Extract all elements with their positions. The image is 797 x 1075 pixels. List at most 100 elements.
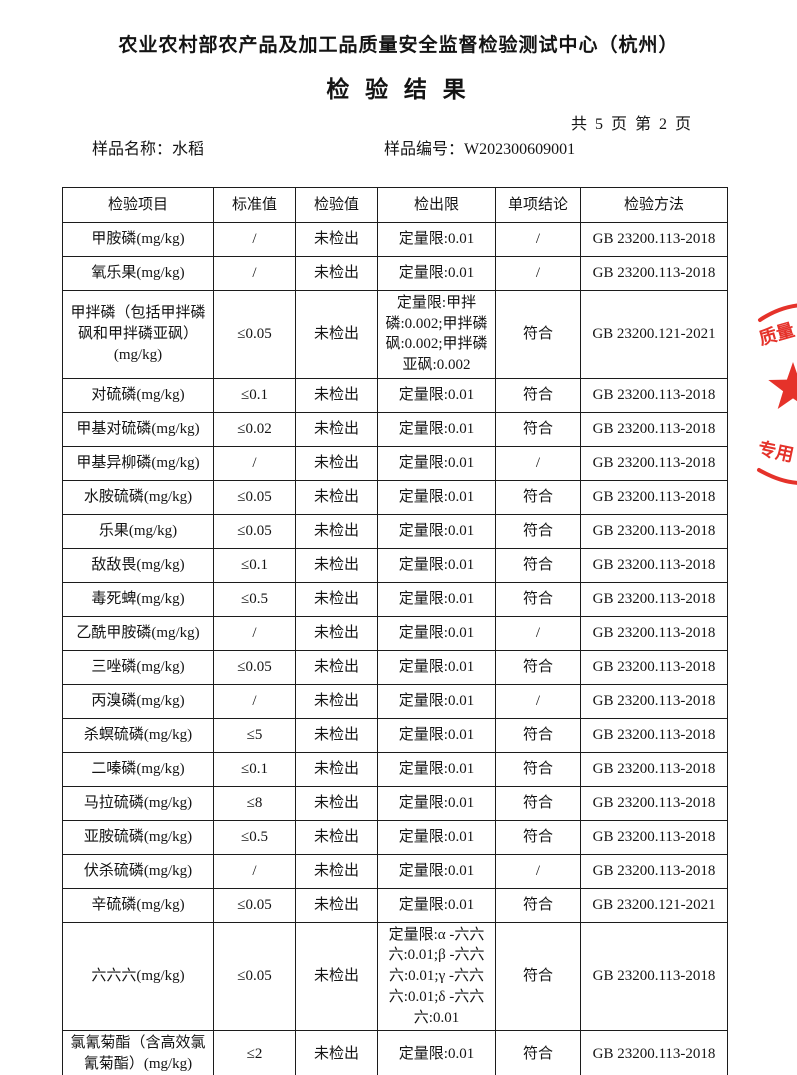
table-cell: 定量限:α -六六六:0.01;β -六六六:0.01;γ -六六六:0.01;… <box>377 921 496 1032</box>
table-cell: GB 23200.113-2018 <box>580 785 728 821</box>
table-cell: 伏杀硫磷(mg/kg) <box>62 853 214 889</box>
sample-number: 样品编号：W202300609001 <box>384 135 575 159</box>
table-cell: 符合 <box>495 513 581 549</box>
table-cell: / <box>213 615 296 651</box>
table-cell: 马拉硫磷(mg/kg) <box>62 785 214 821</box>
column-header: 检验值 <box>295 187 378 223</box>
table-cell: / <box>213 222 296 257</box>
sample-name-value: 水稻 <box>172 141 205 158</box>
table-cell: 符合 <box>495 290 581 379</box>
seal-star-icon <box>768 362 797 409</box>
table-row: 乐果(mg/kg) ≤0.05 未检出 定量限:0.01 符合 GB 23200.113-… <box>62 513 728 549</box>
table-cell: 未检出 <box>295 513 378 549</box>
table-cell: 辛硫磷(mg/kg) <box>62 887 214 923</box>
table-cell: GB 23200.113-2018 <box>580 222 728 257</box>
table-cell: 未检出 <box>295 887 378 923</box>
table-cell: ≤0.1 <box>213 547 296 583</box>
table-body: 甲胺磷(mg/kg) / 未检出 定量限:0.01/GB 23200.113-2018… <box>62 222 728 1075</box>
table-cell: GB 23200.113-2018 <box>580 615 728 651</box>
table-cell: 杀螟硫磷(mg/kg) <box>62 717 214 753</box>
table-cell: 毒死蜱(mg/kg) <box>62 581 214 617</box>
table-cell: 未检出 <box>295 649 378 685</box>
table-cell: 定量限:甲拌磷:0.002;甲拌磷砜:0.002;甲拌磷亚砜:0.002 <box>377 290 496 379</box>
table-cell: 未检出 <box>295 853 378 889</box>
table-cell: 定量限:0.01 <box>377 479 496 515</box>
table-cell: 定量限:0.01 <box>377 411 496 447</box>
table-cell: / <box>495 853 581 889</box>
table-cell: 未检出 <box>295 819 378 855</box>
results-table: 检验项目 标准值 检验值 检出限 单项结论 检验方法 甲胺磷(mg/kg) / 未检出 定量限:… <box>62 187 728 1075</box>
table-cell: GB 23200.113-2018 <box>580 1030 728 1075</box>
table-cell: 未检出 <box>295 256 378 291</box>
table-cell: 未检出 <box>295 785 378 821</box>
table-cell: 亚胺硫磷(mg/kg) <box>62 819 214 855</box>
table-cell: 定量限:0.01 <box>377 683 496 719</box>
table-cell: 定量限:0.01 <box>377 256 496 291</box>
table-cell: 未检出 <box>295 581 378 617</box>
table-cell: 定量限:0.01 <box>377 785 496 821</box>
table-row: 六六六(mg/kg) ≤0.05 未检出 定量限:α -六六六:0.01;β -六六六… <box>62 921 728 1032</box>
table-cell: GB 23200.113-2018 <box>580 751 728 787</box>
table-cell: GB 23200.113-2018 <box>580 547 728 583</box>
table-row: 丙溴磷(mg/kg) / 未检出 定量限:0.01/GB 23200.113-2018 <box>62 683 728 719</box>
table-cell: 未检出 <box>295 683 378 719</box>
seal-bottom-arc <box>757 468 797 485</box>
table-cell: GB 23200.113-2018 <box>580 513 728 549</box>
table-cell: ≤5 <box>213 717 296 753</box>
table-cell: 二嗪磷(mg/kg) <box>62 751 214 787</box>
table-cell: GB 23200.113-2018 <box>580 377 728 413</box>
table-cell: 符合 <box>495 411 581 447</box>
table-cell: 乐果(mg/kg) <box>62 513 214 549</box>
table-row: 马拉硫磷(mg/kg) ≤8 未检出 定量限:0.01 符合 GB 23200.113-2… <box>62 785 728 821</box>
table-cell: 甲胺磷(mg/kg) <box>62 222 214 257</box>
table-row: 氯氰菊酯（含高效氯氰菊酯）(mg/kg) ≤2 未检出 定量限:0.01 符合 GB 23… <box>62 1030 728 1075</box>
table-cell: 符合 <box>495 649 581 685</box>
table-cell: / <box>495 683 581 719</box>
table-cell: 符合 <box>495 1030 581 1075</box>
table-row: 杀螟硫磷(mg/kg) ≤5 未检出 定量限:0.01 符合 GB 23200.113-2… <box>62 717 728 753</box>
column-header: 检验方法 <box>580 187 728 223</box>
table-cell: 未检出 <box>295 479 378 515</box>
table-cell: / <box>213 445 296 481</box>
table-cell: 定量限:0.01 <box>377 581 496 617</box>
table-cell: 未检出 <box>295 290 378 379</box>
table-cell: GB 23200.113-2018 <box>580 411 728 447</box>
table-cell: 定量限:0.01 <box>377 445 496 481</box>
table-cell: 敌敌畏(mg/kg) <box>62 547 214 583</box>
table-cell: 未检出 <box>295 547 378 583</box>
table-cell: 定量限:0.01 <box>377 751 496 787</box>
table-cell: 符合 <box>495 377 581 413</box>
table-cell: 定量限:0.01 <box>377 222 496 257</box>
table-cell: 符合 <box>495 479 581 515</box>
table-cell: 未检出 <box>295 411 378 447</box>
table-cell: ≤2 <box>213 1030 296 1075</box>
table-cell: GB 23200.113-2018 <box>580 649 728 685</box>
table-cell: 氧乐果(mg/kg) <box>62 256 214 291</box>
table-cell: 未检出 <box>295 222 378 257</box>
table-cell: 未检出 <box>295 615 378 651</box>
table-cell: 未检出 <box>295 751 378 787</box>
table-cell: 甲拌磷（包括甲拌磷砜和甲拌磷亚砜）(mg/kg) <box>62 290 214 379</box>
table-cell: / <box>213 853 296 889</box>
table-cell: 定量限:0.01 <box>377 547 496 583</box>
table-cell: ≤0.02 <box>213 411 296 447</box>
table-cell: GB 23200.113-2018 <box>580 853 728 889</box>
seal-upper-text: 质量 <box>756 319 796 349</box>
table-cell: GB 23200.121-2021 <box>580 887 728 923</box>
table-cell: GB 23200.113-2018 <box>580 819 728 855</box>
table-row: 水胺硫磷(mg/kg) ≤0.05 未检出 定量限:0.01 符合 GB 23200.11… <box>62 479 728 515</box>
table-cell: 六六六(mg/kg) <box>62 921 214 1032</box>
table-row: 亚胺硫磷(mg/kg) ≤0.5 未检出 定量限:0.01 符合 GB 23200.113… <box>62 819 728 855</box>
table-cell: 定量限:0.01 <box>377 819 496 855</box>
table-cell: 定量限:0.01 <box>377 853 496 889</box>
table-cell: ≤0.05 <box>213 921 296 1032</box>
table-row: 三唑磷(mg/kg) ≤0.05 未检出 定量限:0.01 符合 GB 23200.113… <box>62 649 728 685</box>
table-cell: 定量限:0.01 <box>377 615 496 651</box>
table-cell: / <box>495 445 581 481</box>
table-cell: 未检出 <box>295 377 378 413</box>
official-seal-stamp: 质量 专用 <box>727 298 797 488</box>
table-cell: 定量限:0.01 <box>377 513 496 549</box>
table-cell: GB 23200.113-2018 <box>580 683 728 719</box>
table-cell: ≤0.05 <box>213 290 296 379</box>
